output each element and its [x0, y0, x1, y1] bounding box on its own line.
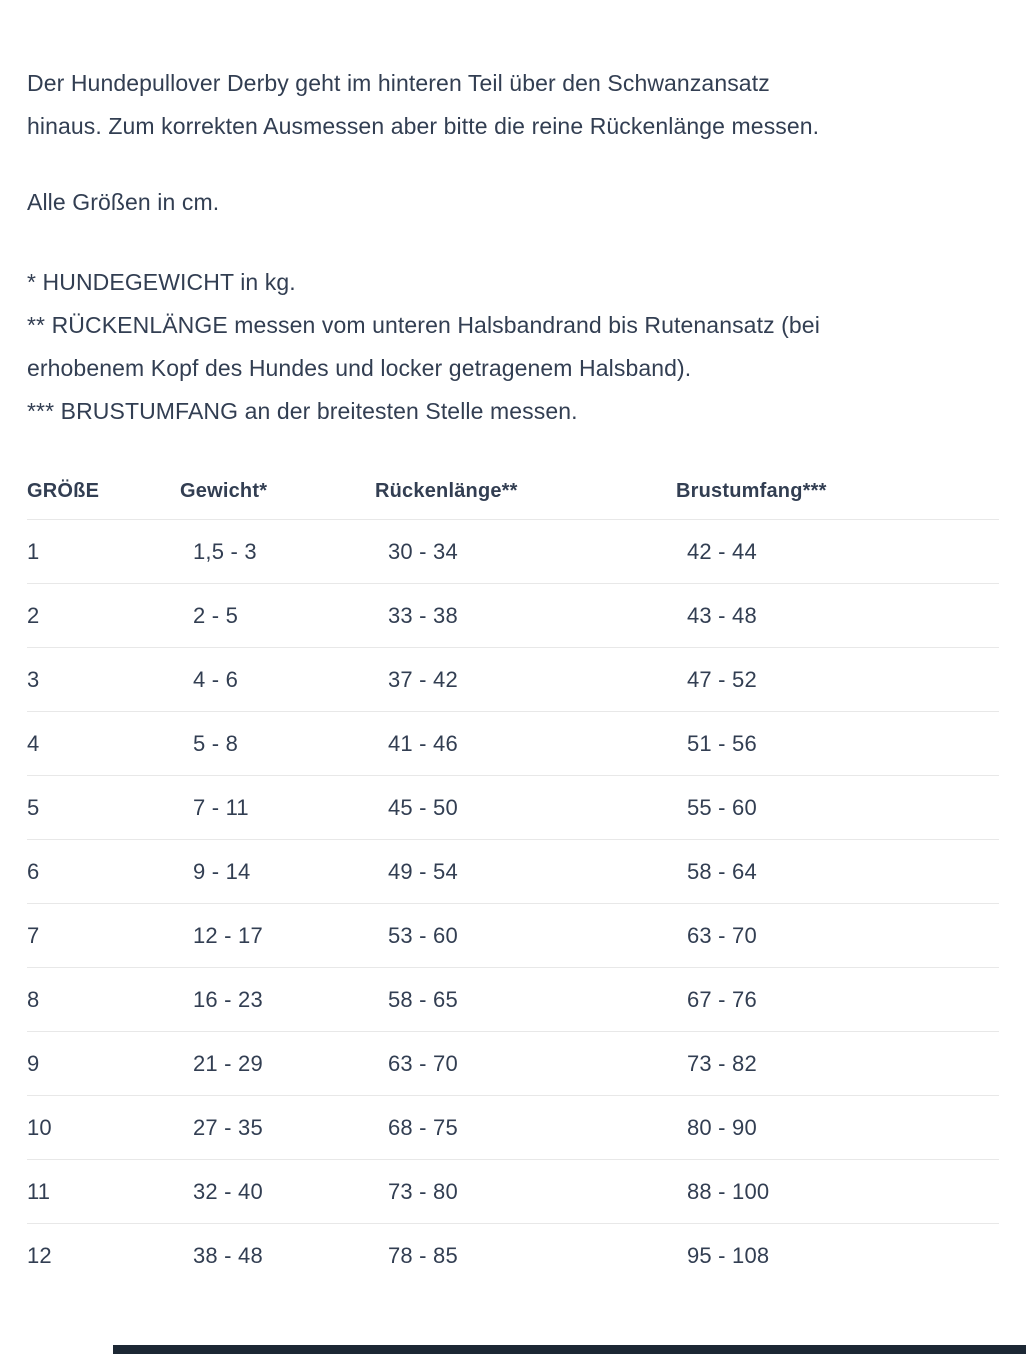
table-cell: 4	[27, 730, 40, 756]
table-cell: 42 - 44	[687, 538, 757, 564]
column-header-4: Brustumfang***	[676, 480, 827, 502]
table-cell: 67 - 76	[687, 986, 757, 1012]
size-guide-page: Der Hundepullover Derby geht im hinteren…	[27, 70, 999, 1288]
table-cell: 38 - 48	[193, 1243, 263, 1268]
table-row: 8 16 - 23 58 - 65 67 - 76	[27, 968, 999, 1032]
table-row: 7 12 - 17 53 - 60 63 - 70	[27, 904, 999, 968]
size-table: GRÖßE Gewicht* Rückenlänge** Brustumfang***…	[27, 433, 999, 1288]
table-cell: 63 - 70	[687, 922, 757, 948]
table-row: 5 7 - 11 45 - 50 55 - 60	[27, 776, 999, 840]
table-cell: 58 - 65	[388, 986, 458, 1012]
table-cell: 58 - 64	[687, 858, 757, 884]
table-cell: 6	[27, 858, 40, 884]
table-cell: 95 - 108	[687, 1243, 770, 1268]
table-cell: 45 - 50	[388, 794, 458, 820]
table-cell: 7	[27, 922, 40, 948]
footnote-1: * HUNDEGEWICHT in kg.	[27, 269, 296, 295]
table-row: 1 1,5 - 3 30 - 34 42 - 44	[27, 520, 999, 584]
footnote-3: *** BRUSTUMFANG an der breitesten Stelle…	[27, 398, 578, 424]
footnote-2: ** RÜCKENLÄNGE messen vom unteren Halsba…	[27, 312, 820, 381]
table-cell: 5	[27, 794, 40, 820]
footnotes-block: * HUNDEGEWICHT in kg. ** RÜCKENLÄNGE mess…	[27, 261, 999, 433]
table-cell: 7 - 11	[193, 794, 249, 820]
table-cell: 51 - 56	[687, 730, 757, 756]
table-cell: 11	[27, 1178, 51, 1204]
table-cell: 9	[27, 1050, 40, 1076]
table-cell: 73 - 82	[687, 1050, 757, 1076]
column-header-3: Rückenlänge**	[375, 480, 518, 502]
table-cell: 33 - 38	[388, 602, 458, 628]
table-cell: 2	[27, 602, 40, 628]
table-cell: 5 - 8	[193, 730, 239, 756]
table-row: 9 21 - 29 63 - 70 73 - 82	[27, 1032, 999, 1096]
table-cell: 32 - 40	[193, 1178, 263, 1204]
table-row: 6 9 - 14 49 - 54 58 - 64	[27, 840, 999, 904]
table-cell: 78 - 85	[388, 1243, 458, 1268]
next-section-top-sliver	[113, 1345, 1026, 1354]
table-cell: 16 - 23	[193, 986, 263, 1012]
size-table-body: 1 1,5 - 3 30 - 34 42 - 44 2 2 - 5 33 - 38 43 - …	[27, 520, 999, 1288]
table-row: 12 38 - 48 78 - 85 95 - 108	[27, 1224, 999, 1288]
table-cell: 37 - 42	[388, 666, 458, 692]
table-cell: 55 - 60	[687, 794, 757, 820]
table-cell: 27 - 35	[193, 1114, 263, 1140]
table-cell: 49 - 54	[388, 858, 458, 884]
table-cell: 1,5 - 3	[193, 538, 257, 564]
table-row: 4 5 - 8 41 - 46 51 - 56	[27, 712, 999, 776]
table-cell: 8	[27, 986, 40, 1012]
table-cell: 88 - 100	[687, 1178, 770, 1204]
table-cell: 63 - 70	[388, 1050, 458, 1076]
table-cell: 12	[27, 1243, 52, 1268]
table-cell: 73 - 80	[388, 1178, 458, 1204]
column-header-1: GRÖßE	[27, 480, 100, 502]
intro-paragraph: Der Hundepullover Derby geht im hinteren…	[27, 70, 820, 139]
units-note: Alle Größen in cm.	[27, 189, 220, 215]
table-cell: 80 - 90	[687, 1114, 757, 1140]
table-cell: 43 - 48	[687, 602, 757, 628]
table-cell: 53 - 60	[388, 922, 458, 948]
table-cell: 21 - 29	[193, 1050, 263, 1076]
table-cell: 47 - 52	[687, 666, 757, 692]
table-cell: 9 - 14	[193, 858, 251, 884]
table-cell: 30 - 34	[388, 538, 458, 564]
table-cell: 3	[27, 666, 40, 692]
table-cell: 10	[27, 1114, 52, 1140]
size-table-header-row: GRÖßE Gewicht* Rückenlänge** Brustumfang***	[27, 433, 999, 520]
column-header-2: Gewicht*	[180, 480, 268, 502]
table-cell: 68 - 75	[388, 1114, 458, 1140]
table-row: 3 4 - 6 37 - 42 47 - 52	[27, 648, 999, 712]
table-row: 2 2 - 5 33 - 38 43 - 48	[27, 584, 999, 648]
table-cell: 2 - 5	[193, 602, 239, 628]
table-cell: 41 - 46	[388, 730, 458, 756]
table-row: 11 32 - 40 73 - 80 88 - 100	[27, 1160, 999, 1224]
table-cell: 4 - 6	[193, 666, 239, 692]
table-cell: 12 - 17	[193, 922, 263, 948]
table-cell: 1	[27, 538, 40, 564]
table-row: 10 27 - 35 68 - 75 80 - 90	[27, 1096, 999, 1160]
